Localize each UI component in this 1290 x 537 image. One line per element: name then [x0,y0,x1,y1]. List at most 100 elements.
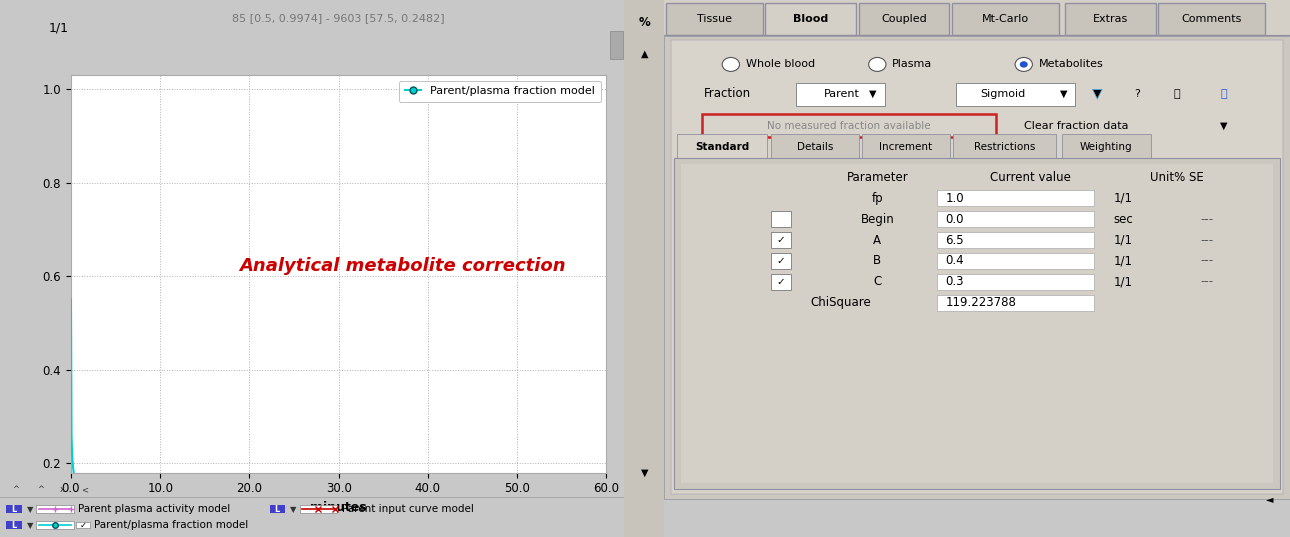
Legend: Parent/plasma fraction model: Parent/plasma fraction model [399,81,601,102]
Point [132,517,152,525]
Text: 1/1: 1/1 [1113,255,1133,267]
Bar [771,232,791,248]
Text: L: L [12,521,17,529]
Text: Parent/plasma fraction model: Parent/plasma fraction model [94,520,248,530]
Circle shape [722,57,739,71]
Text: ▼: ▼ [290,505,297,513]
Text: ?: ? [1134,89,1140,99]
Bar [76,522,90,528]
Text: 0.0: 0.0 [946,213,964,226]
Text: Coupled: Coupled [881,14,926,24]
Text: No measured fraction available: No measured fraction available [768,121,931,130]
FancyBboxPatch shape [765,3,857,35]
Text: L: L [275,505,280,513]
Point [92,508,112,517]
Bar [938,253,1094,269]
Text: ◄: ◄ [1267,495,1273,504]
Text: sec: sec [1113,213,1134,226]
Text: Whole blood: Whole blood [746,60,814,69]
Point [79,500,99,509]
Bar [36,521,74,529]
Bar [771,253,791,269]
Point [110,513,130,521]
Bar [671,40,1284,494]
Bar [299,505,337,513]
Text: Sigmoid: Sigmoid [980,89,1026,99]
Point [239,525,259,533]
Bar [938,232,1094,248]
Text: Extras: Extras [1093,14,1127,24]
Text: ▼: ▼ [1093,89,1102,99]
Text: Plasma: Plasma [891,60,933,69]
Text: 🗁: 🗁 [1174,89,1180,99]
Point [123,516,143,524]
FancyBboxPatch shape [771,134,859,159]
Text: Parent plasma activity model: Parent plasma activity model [79,504,231,514]
Text: 119.223788: 119.223788 [946,296,1017,309]
Text: Restrictions: Restrictions [974,142,1035,151]
Circle shape [1015,57,1032,71]
Text: Standard: Standard [695,142,749,151]
Text: ✓: ✓ [80,521,86,529]
Text: Current value: Current value [989,171,1071,184]
Text: 💾: 💾 [1220,89,1227,99]
Text: ---: --- [1200,275,1214,288]
Text: 1.0: 1.0 [946,192,964,205]
Text: L: L [12,505,17,513]
Text: ▼: ▼ [641,468,648,477]
Text: 0.3: 0.3 [946,275,964,288]
Bar [771,211,791,227]
FancyBboxPatch shape [862,134,949,159]
Bar [6,521,22,529]
Bar [270,505,285,513]
Text: 0.4: 0.4 [946,255,964,267]
Text: Weighting: Weighting [1080,142,1133,151]
Bar [624,0,664,537]
Point [141,518,161,527]
Bar [36,505,74,513]
Bar [771,274,791,290]
Point [114,514,134,523]
Bar [675,158,1280,489]
Bar [938,190,1094,206]
Text: C: C [873,275,881,288]
Point [83,504,103,512]
Circle shape [1020,61,1028,68]
Point [119,514,139,523]
Point [418,530,439,537]
Text: ^: ^ [37,485,44,494]
Point [150,519,170,527]
Point [70,490,90,499]
Text: ▼: ▼ [869,89,876,99]
Text: Mt-Carlo: Mt-Carlo [982,14,1029,24]
Text: ---: --- [1200,234,1214,246]
FancyBboxPatch shape [859,3,949,35]
Point [106,512,126,520]
Text: ---: --- [1200,255,1214,267]
X-axis label: minutes: minutes [311,501,366,514]
Bar [938,295,1094,311]
Text: 1/1: 1/1 [1113,275,1133,288]
Text: ^: ^ [12,485,19,494]
Bar [664,36,1290,499]
FancyBboxPatch shape [796,83,885,106]
Text: Begin: Begin [860,213,894,226]
FancyBboxPatch shape [952,134,1057,159]
Circle shape [868,57,886,71]
Bar [938,211,1094,227]
FancyBboxPatch shape [1066,3,1156,35]
Point [88,506,108,514]
Bar [664,0,1290,35]
Text: ChiSquare: ChiSquare [810,296,872,309]
Point [328,528,348,536]
Text: Increment: Increment [880,142,933,151]
Text: ▼: ▼ [27,505,34,513]
Text: ✓: ✓ [777,256,786,266]
Text: Comments: Comments [1182,14,1242,24]
Text: %: % [639,16,650,29]
Text: Metabolites: Metabolites [1038,60,1103,69]
Point [97,509,117,518]
Text: x: x [61,485,66,494]
Point [101,511,121,519]
Text: ✓: ✓ [777,277,786,287]
